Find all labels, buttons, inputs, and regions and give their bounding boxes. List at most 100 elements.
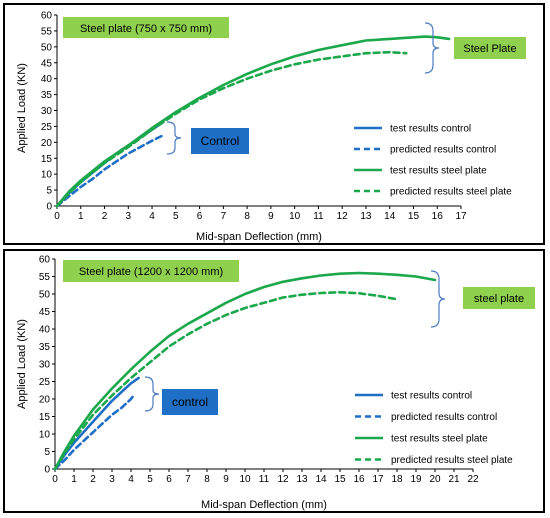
y-tick-label: 0 bbox=[46, 202, 52, 213]
x-tick-label: 14 bbox=[384, 211, 396, 222]
y-tick-label: 50 bbox=[41, 42, 53, 53]
y-tick-label: 25 bbox=[39, 377, 51, 388]
y-tick-label: 5 bbox=[44, 447, 50, 458]
x-tick-label: 16 bbox=[353, 474, 365, 485]
x-axis-label: Mid-span Deflection (mm) bbox=[196, 231, 322, 243]
steel-plate-brace bbox=[424, 22, 440, 74]
x-tick-label: 4 bbox=[149, 211, 155, 222]
y-tick-label: 10 bbox=[39, 430, 51, 441]
legend: test results control predicted results co… bbox=[354, 124, 512, 198]
x-tick-label: 11 bbox=[313, 211, 324, 222]
y-axis-label: Applied Load (KN) bbox=[16, 319, 28, 409]
x-axis-label: Mid-span Deflection (mm) bbox=[201, 499, 327, 511]
legend-entry: test results steel plate bbox=[391, 434, 488, 445]
x-tick-label: 0 bbox=[54, 211, 60, 222]
y-tick-label: 55 bbox=[39, 272, 51, 283]
y-tick-label: 20 bbox=[39, 395, 51, 406]
chart-title: Steel plate (750 x 750 mm) bbox=[80, 23, 212, 35]
x-tick-label: 8 bbox=[244, 211, 250, 222]
chart-panel-bottom: Applied Load (KN) Mid-span Deflection (m… bbox=[3, 249, 545, 513]
series-group bbox=[55, 35, 451, 208]
y-tick-label: 60 bbox=[39, 255, 51, 266]
steel-plate-brace bbox=[430, 270, 446, 328]
series-line-1 bbox=[53, 376, 140, 471]
legend: test results control predicted results co… bbox=[355, 391, 513, 466]
chart-panel-top: Applied Load (KN) Mid-span Deflection (m… bbox=[3, 3, 545, 245]
y-tick-label: 40 bbox=[41, 74, 53, 85]
series-line-4 bbox=[55, 50, 408, 208]
x-tick-label: 7 bbox=[185, 474, 191, 485]
y-tick-label: 10 bbox=[41, 170, 53, 181]
series-line-3 bbox=[55, 35, 451, 208]
x-tick-label: 22 bbox=[467, 474, 479, 485]
x-tick-label: 3 bbox=[126, 211, 132, 222]
steel-plate-label-box bbox=[454, 37, 526, 59]
y-tick-label: 0 bbox=[44, 465, 50, 476]
x-tick-label: 10 bbox=[289, 211, 301, 222]
y-tick-label: 35 bbox=[39, 342, 51, 353]
y-tick-label: 35 bbox=[41, 90, 53, 101]
y-tick-label: 55 bbox=[41, 26, 53, 37]
x-tick-label: 21 bbox=[448, 474, 460, 485]
x-tick-label: 9 bbox=[268, 211, 274, 222]
series-line-4 bbox=[53, 290, 399, 471]
x-tick-label: 4 bbox=[128, 474, 134, 485]
x-tick-label: 18 bbox=[391, 474, 403, 485]
x-tick-label: 0 bbox=[52, 474, 58, 485]
x-tick-label: 17 bbox=[455, 211, 467, 222]
chart-svg-top: Applied Load (KN) Mid-span Deflection (m… bbox=[16, 11, 526, 243]
legend-entry: predicted results control bbox=[391, 412, 497, 423]
x-tick-label: 6 bbox=[197, 211, 203, 222]
legend-entry: predicted results steel plate bbox=[390, 187, 512, 198]
y-tick-label: 20 bbox=[41, 138, 53, 149]
y-tick-label: 30 bbox=[41, 106, 53, 117]
control-label: control bbox=[172, 395, 208, 409]
y-tick-label: 45 bbox=[39, 307, 51, 318]
legend-entry: test results control bbox=[391, 391, 472, 402]
x-tick-label: 13 bbox=[360, 211, 372, 222]
x-tick-label: 12 bbox=[337, 211, 349, 222]
control-label: Control bbox=[201, 134, 240, 148]
series-group bbox=[53, 271, 437, 471]
x-tick-label: 5 bbox=[173, 211, 179, 222]
y-tick-label: 45 bbox=[41, 58, 53, 69]
y-axis-label: Applied Load (KN) bbox=[16, 63, 28, 153]
chart-title: Steel plate (1200 x 1200 mm) bbox=[79, 266, 223, 278]
series-line-2 bbox=[55, 134, 163, 208]
steel-plate-label: steel plate bbox=[474, 293, 524, 305]
x-tick-label: 17 bbox=[372, 474, 384, 485]
control-label-box bbox=[191, 128, 249, 154]
x-tick-label: 11 bbox=[259, 474, 270, 485]
title-box bbox=[63, 17, 229, 38]
x-tick-label: 7 bbox=[221, 211, 227, 222]
series-line-2 bbox=[53, 392, 137, 471]
x-tick-label: 15 bbox=[408, 211, 420, 222]
control-label-box bbox=[162, 389, 218, 415]
steel-plate-label-box bbox=[463, 287, 535, 309]
x-tick-label: 8 bbox=[204, 474, 210, 485]
y-tick-label: 5 bbox=[46, 186, 52, 197]
y-tick-label: 15 bbox=[39, 412, 51, 423]
x-tick-label: 9 bbox=[223, 474, 229, 485]
x-tick-label: 13 bbox=[296, 474, 308, 485]
x-tick-label: 1 bbox=[78, 211, 84, 222]
x-tick-label: 3 bbox=[109, 474, 115, 485]
title-box bbox=[63, 260, 239, 282]
series-line-3 bbox=[53, 271, 437, 471]
chart-svg-bottom: Applied Load (KN) Mid-span Deflection (m… bbox=[16, 255, 535, 511]
x-tick-label: 16 bbox=[432, 211, 444, 222]
legend-entry: predicted results control bbox=[390, 145, 496, 156]
y-tick-label: 15 bbox=[41, 154, 53, 165]
x-tick-label: 19 bbox=[410, 474, 422, 485]
x-tick-label: 12 bbox=[277, 474, 289, 485]
x-tick-label: 10 bbox=[239, 474, 251, 485]
x-tick-label: 5 bbox=[147, 474, 153, 485]
y-tick-label: 40 bbox=[39, 325, 51, 336]
x-tick-label: 15 bbox=[334, 474, 346, 485]
control-brace bbox=[144, 376, 160, 412]
legend-entry: predicted results steel plate bbox=[391, 455, 513, 466]
y-tick-label: 30 bbox=[39, 360, 51, 371]
control-brace bbox=[166, 121, 182, 155]
